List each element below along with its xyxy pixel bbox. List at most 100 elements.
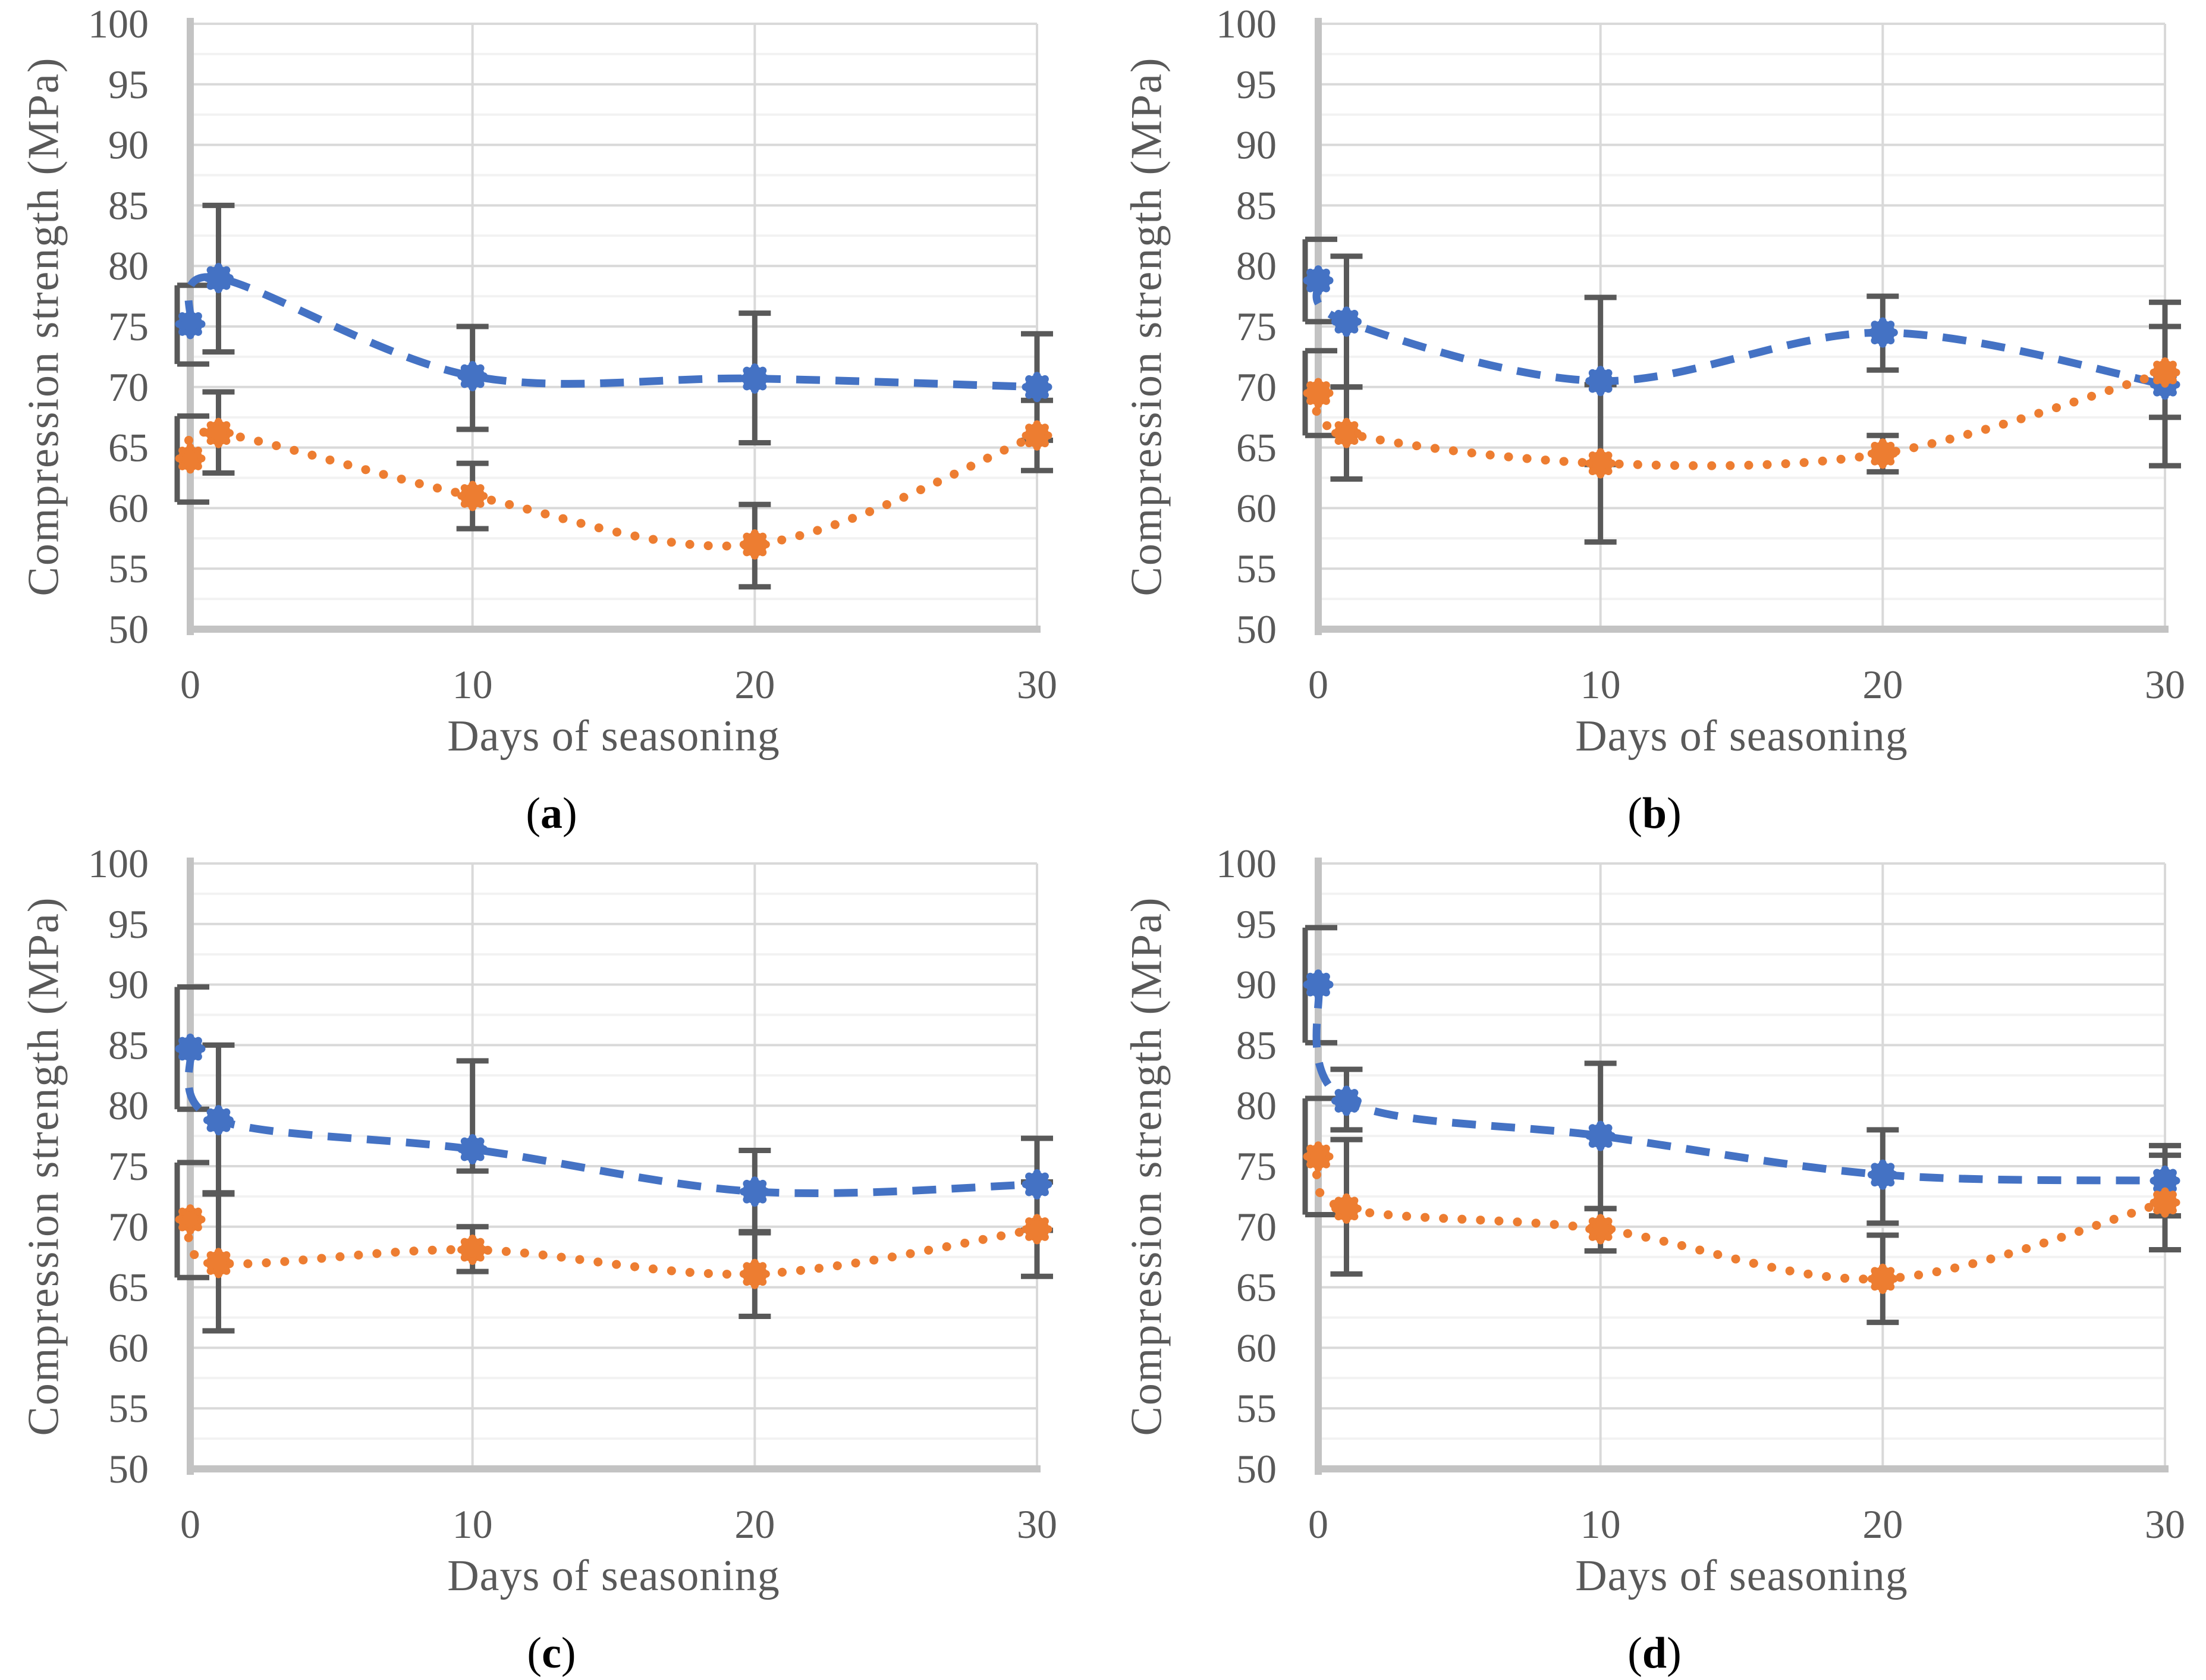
marker-edge-bump <box>476 484 485 492</box>
marker-edge-bump <box>2169 1191 2177 1199</box>
marker-edge-bump <box>197 1216 206 1224</box>
marker-edge-bump <box>1604 1140 1613 1148</box>
marker-edge-bump <box>480 1245 488 1254</box>
marker-edge-bump <box>480 372 488 380</box>
marker-edge-bump <box>460 1137 469 1145</box>
marker-edge-bump <box>1325 389 1334 397</box>
marker-edge-bump <box>1322 988 1330 997</box>
marker-edge-bump <box>2150 1198 2158 1207</box>
marker-edge-bump <box>1306 1160 1315 1169</box>
error-bars-series-1-blue-dashed <box>1302 236 2181 469</box>
tick-labels: 50 55 60 65 70 75 80 85 90 95 100 0 10 20 30 <box>1216 1 2185 707</box>
y-tick-label: 85 <box>1236 183 1277 228</box>
marker-edge-bump <box>175 1216 183 1224</box>
error-bars-series-2-orange-dotted <box>1302 324 2181 545</box>
marker-edge-bump <box>206 1251 215 1259</box>
marker-edge-bump <box>1588 385 1597 393</box>
panel-c: 50 55 60 65 70 75 80 85 90 95 100 0 10 20 30 Compressi… <box>0 840 1103 1680</box>
y-tick-label: 80 <box>1236 1083 1277 1128</box>
marker-edge-bump <box>1867 450 1875 458</box>
marker-edge-bump <box>759 366 767 375</box>
marker-edge-bump <box>1350 437 1359 445</box>
marker-edge-bump <box>460 364 469 372</box>
marker-edge-bump <box>480 492 488 500</box>
caption-close-paren: ) <box>1667 1629 1682 1678</box>
marker-edge-bump <box>1033 420 1041 428</box>
marker-edge-bump <box>1604 385 1613 393</box>
y-tick-label: 75 <box>108 1144 149 1189</box>
marker-edge-bump <box>1585 459 1594 467</box>
panel-caption: (d) <box>1103 1628 2206 1679</box>
caption-close-paren: ) <box>1667 789 1682 838</box>
marker-edge-bump <box>186 1204 194 1213</box>
markers-series-1-blue-dashed <box>1303 265 2180 400</box>
marker-edge-bump <box>1041 423 1049 432</box>
x-axis-title: Days of seasoning <box>1575 1552 1908 1600</box>
marker-edge-bump <box>1608 1132 1616 1140</box>
marker-edge-bump <box>1303 389 1311 397</box>
marker-edge-bump <box>1334 309 1343 318</box>
marker-edge-bump <box>743 382 751 391</box>
marker-edge-bump <box>759 1278 767 1286</box>
y-tick-label: 95 <box>1236 902 1277 947</box>
marker-edge-bump <box>2150 1176 2158 1185</box>
marker-edge-bump <box>1871 1179 1879 1187</box>
markers-series-1-blue-dashed <box>175 263 1052 403</box>
y-tick-label: 70 <box>108 365 149 410</box>
marker-edge-bump <box>1353 1097 1362 1105</box>
y-tick-label: 90 <box>1236 123 1277 168</box>
marker-edge-bump <box>460 1254 469 1262</box>
x-tick-label: 10 <box>1580 662 1621 707</box>
marker-edge-bump <box>203 1116 211 1125</box>
marker-edge-bump <box>214 1270 222 1279</box>
y-tick-label: 90 <box>108 123 149 168</box>
marker-edge-bump <box>476 500 485 508</box>
panel-b: 50 55 60 65 70 75 80 85 90 95 100 0 10 20 30 Compressi… <box>1103 0 2206 840</box>
marker-edge-bump <box>1022 1225 1030 1233</box>
y-tick-label: 100 <box>1216 841 1277 886</box>
markers-series-2-orange-dotted <box>175 1204 1052 1289</box>
x-tick-label: 10 <box>1580 1502 1621 1547</box>
panel-caption: (b) <box>1103 789 2206 839</box>
marker-edge-bump <box>476 1137 485 1145</box>
marker-edge-bump <box>1867 328 1875 337</box>
panel-a-chart: 50 55 60 65 70 75 80 85 90 95 100 0 10 20 30 <box>88 1 1057 707</box>
x-tick-label: 10 <box>452 1502 493 1547</box>
marker-edge-bump <box>1353 429 1362 437</box>
marker-edge-bump <box>1608 377 1616 385</box>
series-line-series-1-blue-dashed <box>184 1047 1038 1197</box>
y-tick-label: 70 <box>108 1204 149 1249</box>
marker-edge-bump <box>1044 431 1052 439</box>
marker-edge-bump <box>175 320 183 328</box>
marker-edge-bump <box>186 331 194 340</box>
marker-edge-bump <box>206 1108 215 1116</box>
marker-edge-bump <box>1353 1204 1362 1213</box>
marker-edge-bump <box>1044 1180 1052 1189</box>
marker-edge-bump <box>1604 1233 1613 1241</box>
marker-edge-bump <box>1322 397 1330 405</box>
marker-edge-bump <box>750 1199 759 1207</box>
marker-edge-bump <box>476 1153 485 1161</box>
x-tick-label: 30 <box>1017 662 1057 707</box>
marker-edge-bump <box>469 481 477 489</box>
marker-edge-bump <box>743 532 751 541</box>
y-tick-label: 50 <box>108 1446 149 1491</box>
x-tick-label: 30 <box>2145 1502 2185 1547</box>
marker-edge-bump <box>1314 992 1322 1000</box>
marker-edge-bump <box>203 429 211 437</box>
marker-edge-bump <box>1871 1283 1879 1291</box>
panel-caption: (a) <box>0 789 1103 839</box>
marker-edge-bump <box>194 462 202 470</box>
y-tick-label: 80 <box>1236 243 1277 288</box>
marker-edge-bump <box>1041 391 1049 399</box>
marker-edge-bump <box>206 1267 215 1275</box>
series-line-series-1-blue-dashed <box>184 273 1038 391</box>
marker-edge-bump <box>2169 1206 2177 1214</box>
gridlines <box>1318 23 2166 629</box>
marker-edge-bump <box>1322 268 1330 277</box>
marker-edge-bump <box>750 529 759 537</box>
marker-edge-bump <box>214 263 222 271</box>
y-tick-label: 50 <box>1236 607 1277 652</box>
y-tick-label: 100 <box>88 841 149 886</box>
x-tick-label: 0 <box>1308 662 1328 707</box>
